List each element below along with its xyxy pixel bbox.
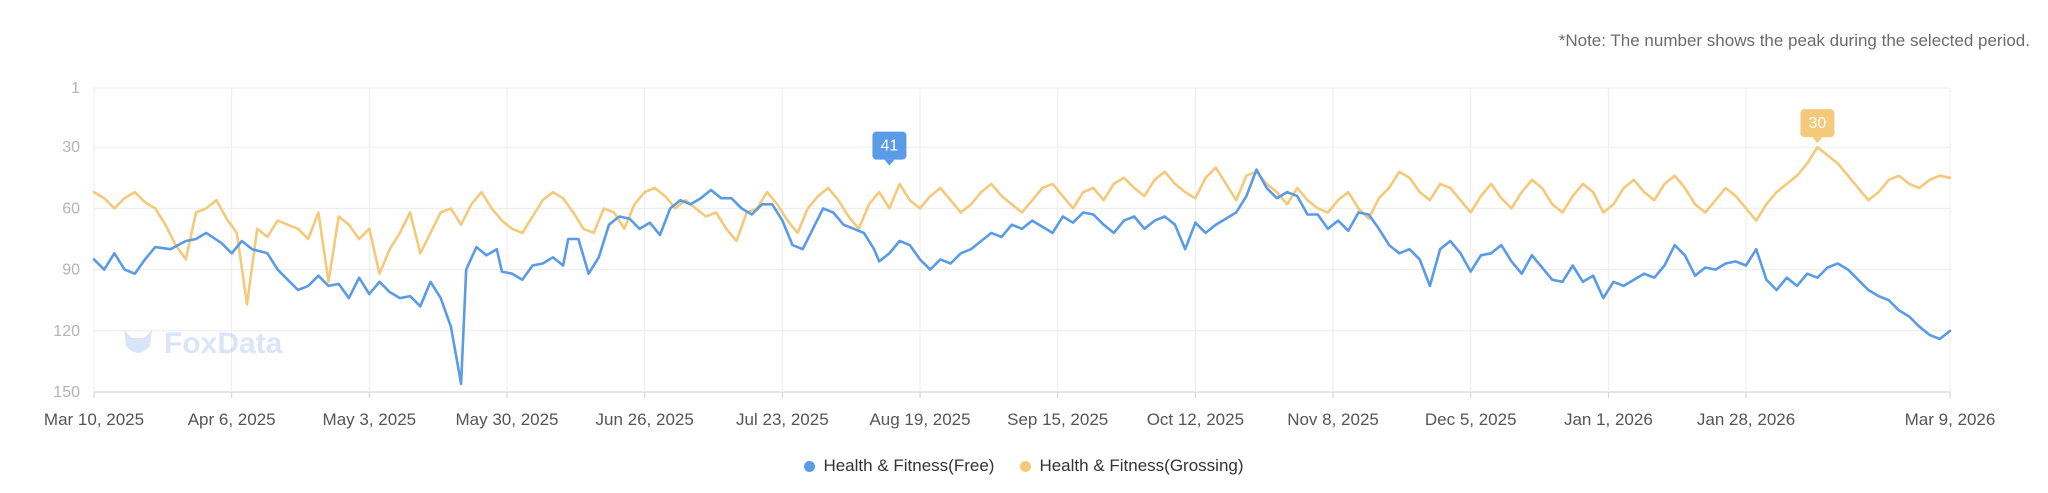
x-tick-label: Oct 12, 2025 [1147, 410, 1244, 429]
x-tick-label: Sep 15, 2025 [1007, 410, 1108, 429]
series-line [92, 145, 1952, 306]
watermark-text: FoxData [164, 327, 283, 360]
x-tick-label: Jun 26, 2025 [596, 410, 694, 429]
peak-note: *Note: The number shows the peak during … [1558, 31, 2030, 50]
x-tick-label: Aug 19, 2025 [869, 410, 970, 429]
series-layer [92, 145, 1952, 386]
peak-labels: 41 30 [872, 109, 1835, 166]
x-tick-label: Jan 1, 2026 [1564, 410, 1653, 429]
legend-item-free[interactable]: Health & Fitness(Free) [804, 456, 994, 476]
peak-badge [872, 131, 907, 160]
legend-item-grossing[interactable]: Health & Fitness(Grossing) [1020, 456, 1244, 476]
line-chart: 1 30 60 90 120 150 Mar 10, 2025 Apr 6, 2025 May… [44, 80, 1995, 429]
y-axis-ticks: 1 30 60 90 120 150 [53, 80, 80, 401]
chart-grid [93, 87, 1951, 398]
legend-dot-free [804, 460, 816, 472]
peak-callout: 41 [872, 131, 907, 166]
legend-label-free: Health & Fitness(Free) [823, 456, 995, 475]
y-tick-label: 1 [71, 80, 80, 97]
x-tick-label: May 30, 2025 [456, 410, 559, 429]
chart-legend: Health & Fitness(Free) Health & Fitness(… [0, 456, 2048, 476]
x-axis-ticks: Mar 10, 2025 Apr 6, 2025 May 3, 2025 May 30… [44, 410, 1995, 429]
x-tick-label: Jul 23, 2025 [736, 410, 829, 429]
x-tick-label: Apr 6, 2025 [188, 410, 276, 429]
x-tick-label: Dec 5, 2025 [1425, 410, 1517, 429]
x-tick-label: May 3, 2025 [323, 410, 417, 429]
legend-dot-grossing [1020, 460, 1032, 472]
peak-pointer [1812, 137, 1823, 144]
x-tick-label: Nov 8, 2025 [1287, 410, 1379, 429]
peak-badge [1800, 109, 1835, 138]
y-tick-label: 120 [53, 323, 80, 340]
peak-label: 41 [881, 138, 899, 155]
y-tick-label: 30 [62, 139, 80, 156]
peak-callout: 30 [1800, 109, 1835, 144]
fox-logo-icon [124, 330, 152, 353]
x-tick-label: Mar 10, 2025 [44, 410, 144, 429]
peak-pointer [884, 159, 895, 166]
x-tick-label: Mar 9, 2026 [1905, 410, 1996, 429]
peak-label: 30 [1809, 115, 1827, 132]
watermark: FoxData [120, 326, 282, 362]
y-tick-label: 150 [53, 384, 80, 401]
x-tick-label: Jan 28, 2026 [1697, 410, 1795, 429]
legend-label-grossing: Health & Fitness(Grossing) [1039, 456, 1244, 475]
y-tick-label: 60 [62, 200, 80, 217]
series-line [92, 168, 1952, 386]
y-tick-label: 90 [62, 262, 80, 279]
